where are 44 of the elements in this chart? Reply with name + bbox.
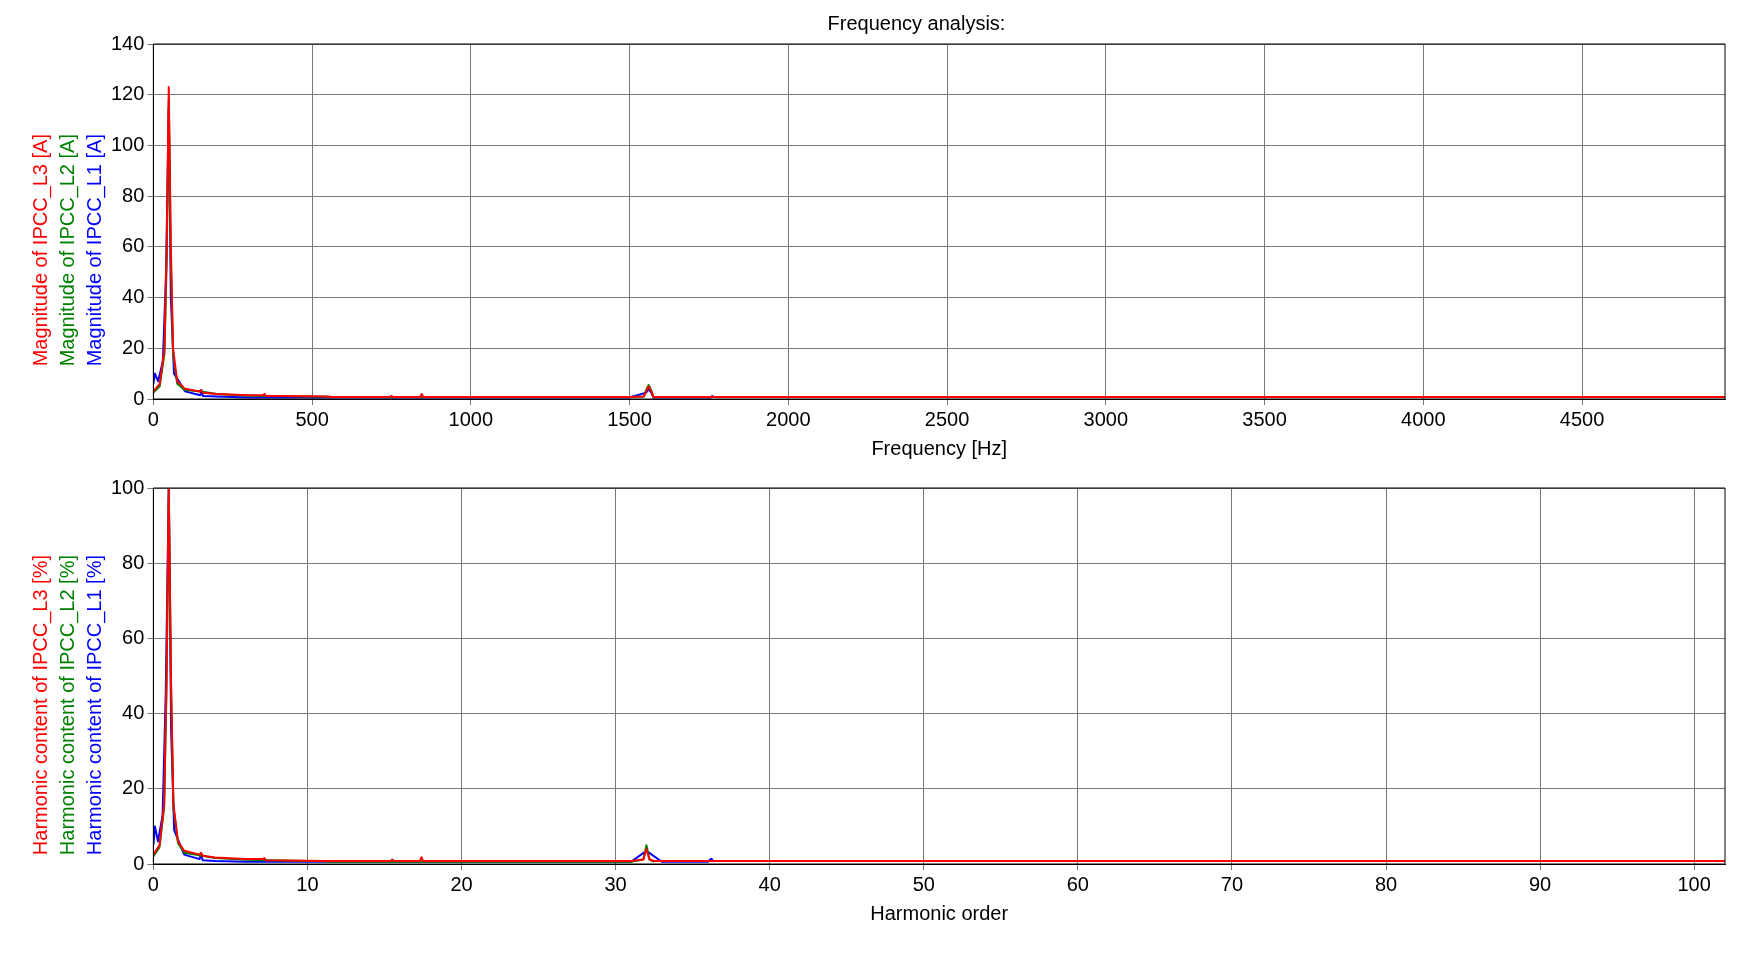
x-axis-title: Frequency [Hz] <box>871 436 1007 459</box>
text: Harmonic content of IPCC_L2 [%] <box>55 555 80 856</box>
x-tick-label: 40 <box>758 872 781 895</box>
x-tick-label: 4500 <box>1559 407 1605 430</box>
y-tick-label: 80 <box>122 550 145 573</box>
x-tick-label: 20 <box>450 872 473 895</box>
x-tick-label: 3500 <box>1242 407 1287 430</box>
y-tick-label: 80 <box>122 183 145 206</box>
x-tick-label: 0 <box>147 872 159 895</box>
x-axis-title: Harmonic order <box>870 901 1009 924</box>
x-tick-label: 60 <box>1066 872 1089 895</box>
x-tick-label: 3000 <box>1083 407 1129 430</box>
x-tick-label: 80 <box>1374 872 1398 895</box>
y-tick-label: 40 <box>122 285 145 308</box>
text: Harmonic content of IPCC_L1 [%] <box>82 555 107 856</box>
x-tick-label: 50 <box>912 872 935 895</box>
y-tick-label: 60 <box>122 234 145 257</box>
x-tick-label: 1500 <box>607 407 652 430</box>
text: Magnitude of IPCC_L3 [A] <box>28 134 53 367</box>
text: Magnitude of IPCC_L1 [A] <box>82 134 107 367</box>
y-tick-label: 0 <box>133 386 145 409</box>
text: Harmonic content of IPCC_L3 [%] <box>28 555 53 856</box>
y-tick-label: 20 <box>122 335 145 358</box>
y-tick-label: 0 <box>133 851 145 874</box>
y-tick-label: 120 <box>110 82 145 105</box>
x-tick-label: 90 <box>1528 872 1552 895</box>
y-tick-label: 60 <box>122 625 145 648</box>
x-tick-label: 100 <box>1677 872 1711 895</box>
x-tick-label: 30 <box>604 872 627 895</box>
x-tick-label: 1000 <box>448 407 494 430</box>
y-tick-label: 20 <box>122 776 145 799</box>
x-tick-label: 2000 <box>766 407 811 430</box>
x-tick-label: 4000 <box>1401 407 1446 430</box>
y-tick-label: 100 <box>110 475 145 498</box>
x-tick-label: 10 <box>296 872 319 895</box>
y-tick-label: 100 <box>110 132 145 155</box>
x-tick-label: 2500 <box>924 407 970 430</box>
text: Magnitude of IPCC_L2 [A] <box>55 134 80 367</box>
y-tick-label: 140 <box>110 31 145 54</box>
x-tick-label: 0 <box>147 407 159 430</box>
chart-title: Frequency analysis: <box>827 11 1006 34</box>
x-tick-label: 70 <box>1220 872 1244 895</box>
y-tick-label: 40 <box>122 701 145 724</box>
x-tick-label: 500 <box>295 407 329 430</box>
